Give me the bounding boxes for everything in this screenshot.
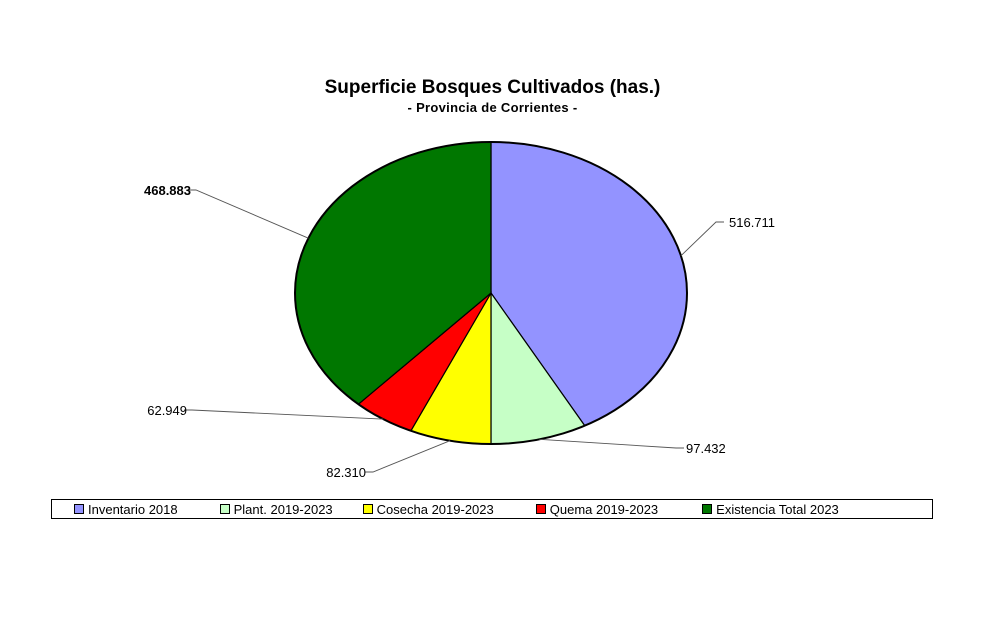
data-label: 97.432 bbox=[686, 441, 726, 456]
leader-line bbox=[539, 438, 684, 449]
legend-swatch bbox=[219, 504, 230, 514]
legend-label: Plant. 2019-2023 bbox=[233, 501, 333, 517]
legend-swatch bbox=[702, 504, 713, 514]
data-label: 516.711 bbox=[729, 215, 775, 230]
data-label: 62.949 bbox=[147, 403, 187, 418]
leader-line bbox=[184, 409, 384, 420]
data-label: 468.883 bbox=[144, 183, 191, 198]
leader-line bbox=[188, 189, 309, 239]
legend-swatch bbox=[535, 504, 546, 514]
leader-line bbox=[680, 221, 724, 257]
data-label: 82.310 bbox=[326, 465, 366, 480]
leader-line bbox=[365, 440, 451, 473]
chart-legend: Inventario 2018 Plant. 2019-2023 Cosecha… bbox=[51, 499, 933, 519]
legend-swatch bbox=[362, 504, 373, 514]
legend-item-plant: Plant. 2019-2023 bbox=[219, 501, 333, 517]
legend-label: Cosecha 2019-2023 bbox=[376, 501, 494, 517]
legend-item-cosecha: Cosecha 2019-2023 bbox=[362, 501, 494, 517]
chart-title: Superficie Bosques Cultivados (has.) bbox=[324, 77, 661, 98]
legend-label: Existencia Total 2023 bbox=[716, 501, 839, 517]
legend-item-quema: Quema 2019-2023 bbox=[535, 501, 659, 517]
legend-label: Quema 2019-2023 bbox=[549, 501, 659, 517]
legend-swatch bbox=[74, 504, 84, 514]
chart-subtitle: - Provincia de Corrientes - bbox=[407, 100, 578, 115]
pie-outline bbox=[294, 141, 688, 445]
legend-item-inventario: Inventario 2018 bbox=[74, 502, 178, 517]
legend-item-existencia: Existencia Total 2023 bbox=[702, 502, 839, 517]
legend-label: Inventario 2018 bbox=[88, 501, 178, 517]
